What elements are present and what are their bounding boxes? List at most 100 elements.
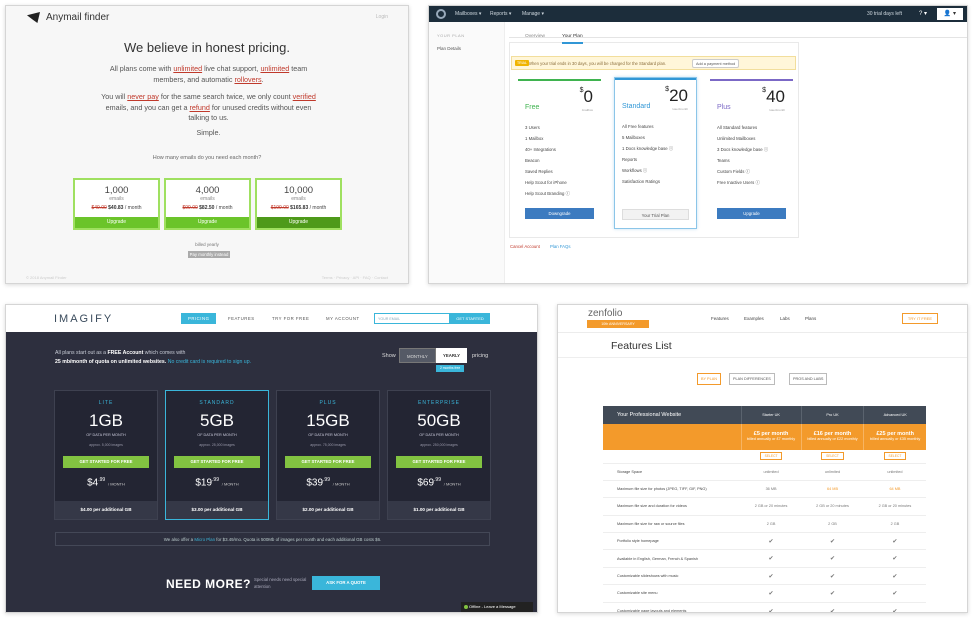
tab-your-plan[interactable]: Your Plan xyxy=(562,34,583,44)
check-icon: ✔ xyxy=(741,566,802,585)
your-trial-plan-button[interactable]: Your Trial Plan xyxy=(622,209,689,220)
sidebar: YOUR PLAN Plan Details xyxy=(429,22,505,283)
trial-days-left: 30 trial days left xyxy=(866,11,902,17)
get-started-free-button[interactable]: GET STARTED FOR FREE xyxy=(63,456,149,468)
plan-card[interactable]: 4,000 emails $99.00 $82.50 / month Upgra… xyxy=(164,178,251,230)
plan-card-plus: Plus $40 /user/month All Standard featur… xyxy=(710,79,793,227)
nav-plans[interactable]: Plans xyxy=(805,316,817,321)
try-free-button[interactable]: TRY IT FREE xyxy=(902,313,938,324)
zenfolio-logo[interactable]: zenfolio xyxy=(588,308,623,319)
helpscout-plan-panel: Mailboxes ▾ Reports ▾ Manage ▾ 30 trial … xyxy=(428,5,968,284)
plan-card-enterprise: ENTERPRISE 50GB OF DATA PER MONTH approx. 2… xyxy=(387,390,491,520)
app-logo-icon[interactable] xyxy=(436,9,446,19)
plan-price: $20 xyxy=(665,86,688,105)
price-unit: /mailbox xyxy=(581,108,593,112)
intro-text: All plans start out as a FREE Account wh… xyxy=(55,350,252,365)
nav-examples[interactable]: Examples xyxy=(744,316,764,321)
upgrade-button[interactable]: Upgrade xyxy=(257,217,340,228)
user-menu[interactable]: 👤 ▾ xyxy=(937,8,963,20)
plan-name: Plus xyxy=(717,104,731,111)
select-button[interactable]: SELECT xyxy=(759,452,783,461)
plan-card[interactable]: 1,000 emails $49.00 $40.83 / month Upgra… xyxy=(73,178,160,230)
footer-links[interactable]: Terms · Privacy · API · FAQ · Contact xyxy=(321,275,388,280)
check-icon: ✔ xyxy=(741,584,802,603)
top-nav: Mailboxes ▾ Reports ▾ Manage ▾ 30 trial … xyxy=(429,6,967,22)
table-row: Customizable page layouts and elements ✔ ✔… xyxy=(603,601,926,612)
plan-card-standard: Standard $20 /user/month All Free featur… xyxy=(614,77,697,229)
plan-card-standard: STANDARD 5GB OF DATA PER MONTH approx. 25,0… xyxy=(165,390,269,520)
imagify-logo[interactable]: IMAGIFY xyxy=(54,313,114,325)
feature-list: All Standard features Unlimited Mailboxes… xyxy=(717,125,769,185)
nav-pricing[interactable]: PRICING xyxy=(181,313,217,324)
imagify-pricing-panel: IMAGIFY PRICING FEATURES TRY FOR FREE MY… xyxy=(5,304,538,613)
upgrade-button[interactable]: Upgrade xyxy=(75,217,158,228)
need-more-heading: NEED MORE? xyxy=(166,577,252,591)
nav-my-account[interactable]: MY ACCOUNT xyxy=(326,316,360,321)
column-starter: Starter UK xyxy=(740,406,802,424)
envelope-icon xyxy=(27,12,40,23)
plan-price: $49.00 $40.83 / month xyxy=(91,205,142,211)
plan-name: Standard xyxy=(622,103,651,110)
check-icon: ✔ xyxy=(801,549,864,568)
monthly-toggle[interactable]: MONTHLY xyxy=(399,348,436,363)
check-icon: ✔ xyxy=(741,532,802,550)
email-input[interactable]: YOUR EMAIL xyxy=(374,313,450,324)
check-icon: ✔ xyxy=(801,601,864,612)
plan-price: $0 xyxy=(579,87,593,106)
select-button[interactable]: SELECT xyxy=(883,452,907,461)
check-icon: ✔ xyxy=(863,532,926,550)
plan-price: $40 xyxy=(762,87,785,106)
refund-paragraph: You will never pay for the same search t… xyxy=(101,92,316,122)
pricing-label: pricing xyxy=(472,353,489,359)
get-started-free-button[interactable]: GET STARTED FOR FREE xyxy=(285,456,371,468)
trial-tag: TRIAL xyxy=(515,60,529,66)
check-icon: ✔ xyxy=(863,549,926,568)
filter-pros-labs[interactable]: PROS AND LABS xyxy=(789,373,828,385)
table-row: Portfolio style homepage ✔ ✔ ✔ xyxy=(603,532,926,550)
micro-plan-link[interactable]: Micro Plan xyxy=(194,537,216,542)
anniversary-ribbon: 10th ANNIVERSARY xyxy=(587,320,649,328)
show-label: Show xyxy=(382,353,396,359)
downgrade-button[interactable]: Downgrade xyxy=(525,208,594,219)
nav-try-for-free[interactable]: TRY FOR FREE xyxy=(272,316,310,321)
intro-paragraph: All plans come with unlimited live chat … xyxy=(109,64,308,84)
features-table: Your Professional Website Starter UK Pro… xyxy=(603,406,926,612)
get-started-button[interactable]: GET STARTED xyxy=(450,313,490,324)
get-started-free-button[interactable]: GET STARTED FOR FREE xyxy=(174,456,260,468)
select-button[interactable]: SELECT xyxy=(821,452,844,461)
login-link[interactable]: Login xyxy=(375,14,388,20)
check-icon: ✔ xyxy=(863,584,926,603)
table-row: Maximum file size for raw or source file… xyxy=(603,514,926,533)
yearly-toggle[interactable]: YEARLY xyxy=(436,348,468,363)
get-started-free-button[interactable]: GET STARTED FOR FREE xyxy=(396,456,482,468)
plan-card-plus: PLUS 15GB OF DATA PER MONTH approx. 75,000 … xyxy=(276,390,380,520)
filter-plan-differences[interactable]: PLAN DIFFERENCES xyxy=(729,373,775,385)
pay-monthly-button[interactable]: Pay monthly instead xyxy=(188,251,230,258)
plan-faqs-link[interactable]: Plan FAQs xyxy=(550,244,571,249)
filter-by-plan[interactable]: BY PLAN xyxy=(697,373,721,385)
nav-mailboxes[interactable]: Mailboxes ▾ xyxy=(455,11,482,17)
trial-notice: TRIAL When your trial ends in 30 days, y… xyxy=(511,56,796,70)
nav-features[interactable]: Features xyxy=(711,316,729,321)
ask-quote-button[interactable]: ASK FOR A QUOTE xyxy=(312,576,380,590)
anymail-logo[interactable]: Anymail finder xyxy=(27,12,109,23)
special-needs-text: Special needs need special attention xyxy=(254,577,307,589)
cancel-account-link[interactable]: Cancel Account xyxy=(510,244,540,249)
sidebar-item-plan-details[interactable]: Plan Details xyxy=(437,46,462,51)
tab-overview[interactable]: Overview xyxy=(525,34,545,39)
help-icon[interactable]: ? ▾ xyxy=(918,11,927,17)
nav-manage[interactable]: Manage ▾ xyxy=(522,11,544,17)
upgrade-button[interactable]: Upgrade xyxy=(166,217,249,228)
plan-name: Free xyxy=(525,104,540,111)
upgrade-button[interactable]: Upgrade xyxy=(717,208,786,219)
nav-labs[interactable]: Labs xyxy=(780,316,790,321)
select-row: SELECT SELECT SELECT xyxy=(603,450,926,463)
nav-features[interactable]: FEATURES xyxy=(228,316,255,321)
nav-reports[interactable]: Reports ▾ xyxy=(490,11,512,17)
plan-card-free: Free $0 /mailbox 3 Users 1 Mailbox 40+ Int… xyxy=(518,79,601,227)
chat-widget[interactable]: Offline - Leave a Message xyxy=(461,602,533,612)
email-unit: emails xyxy=(109,196,124,202)
simple-text: Simple. xyxy=(196,128,221,137)
add-payment-button[interactable]: Add a payment method xyxy=(692,59,740,68)
plan-card[interactable]: 10,000 emails $199.00 $165.83 / month Up… xyxy=(255,178,342,230)
